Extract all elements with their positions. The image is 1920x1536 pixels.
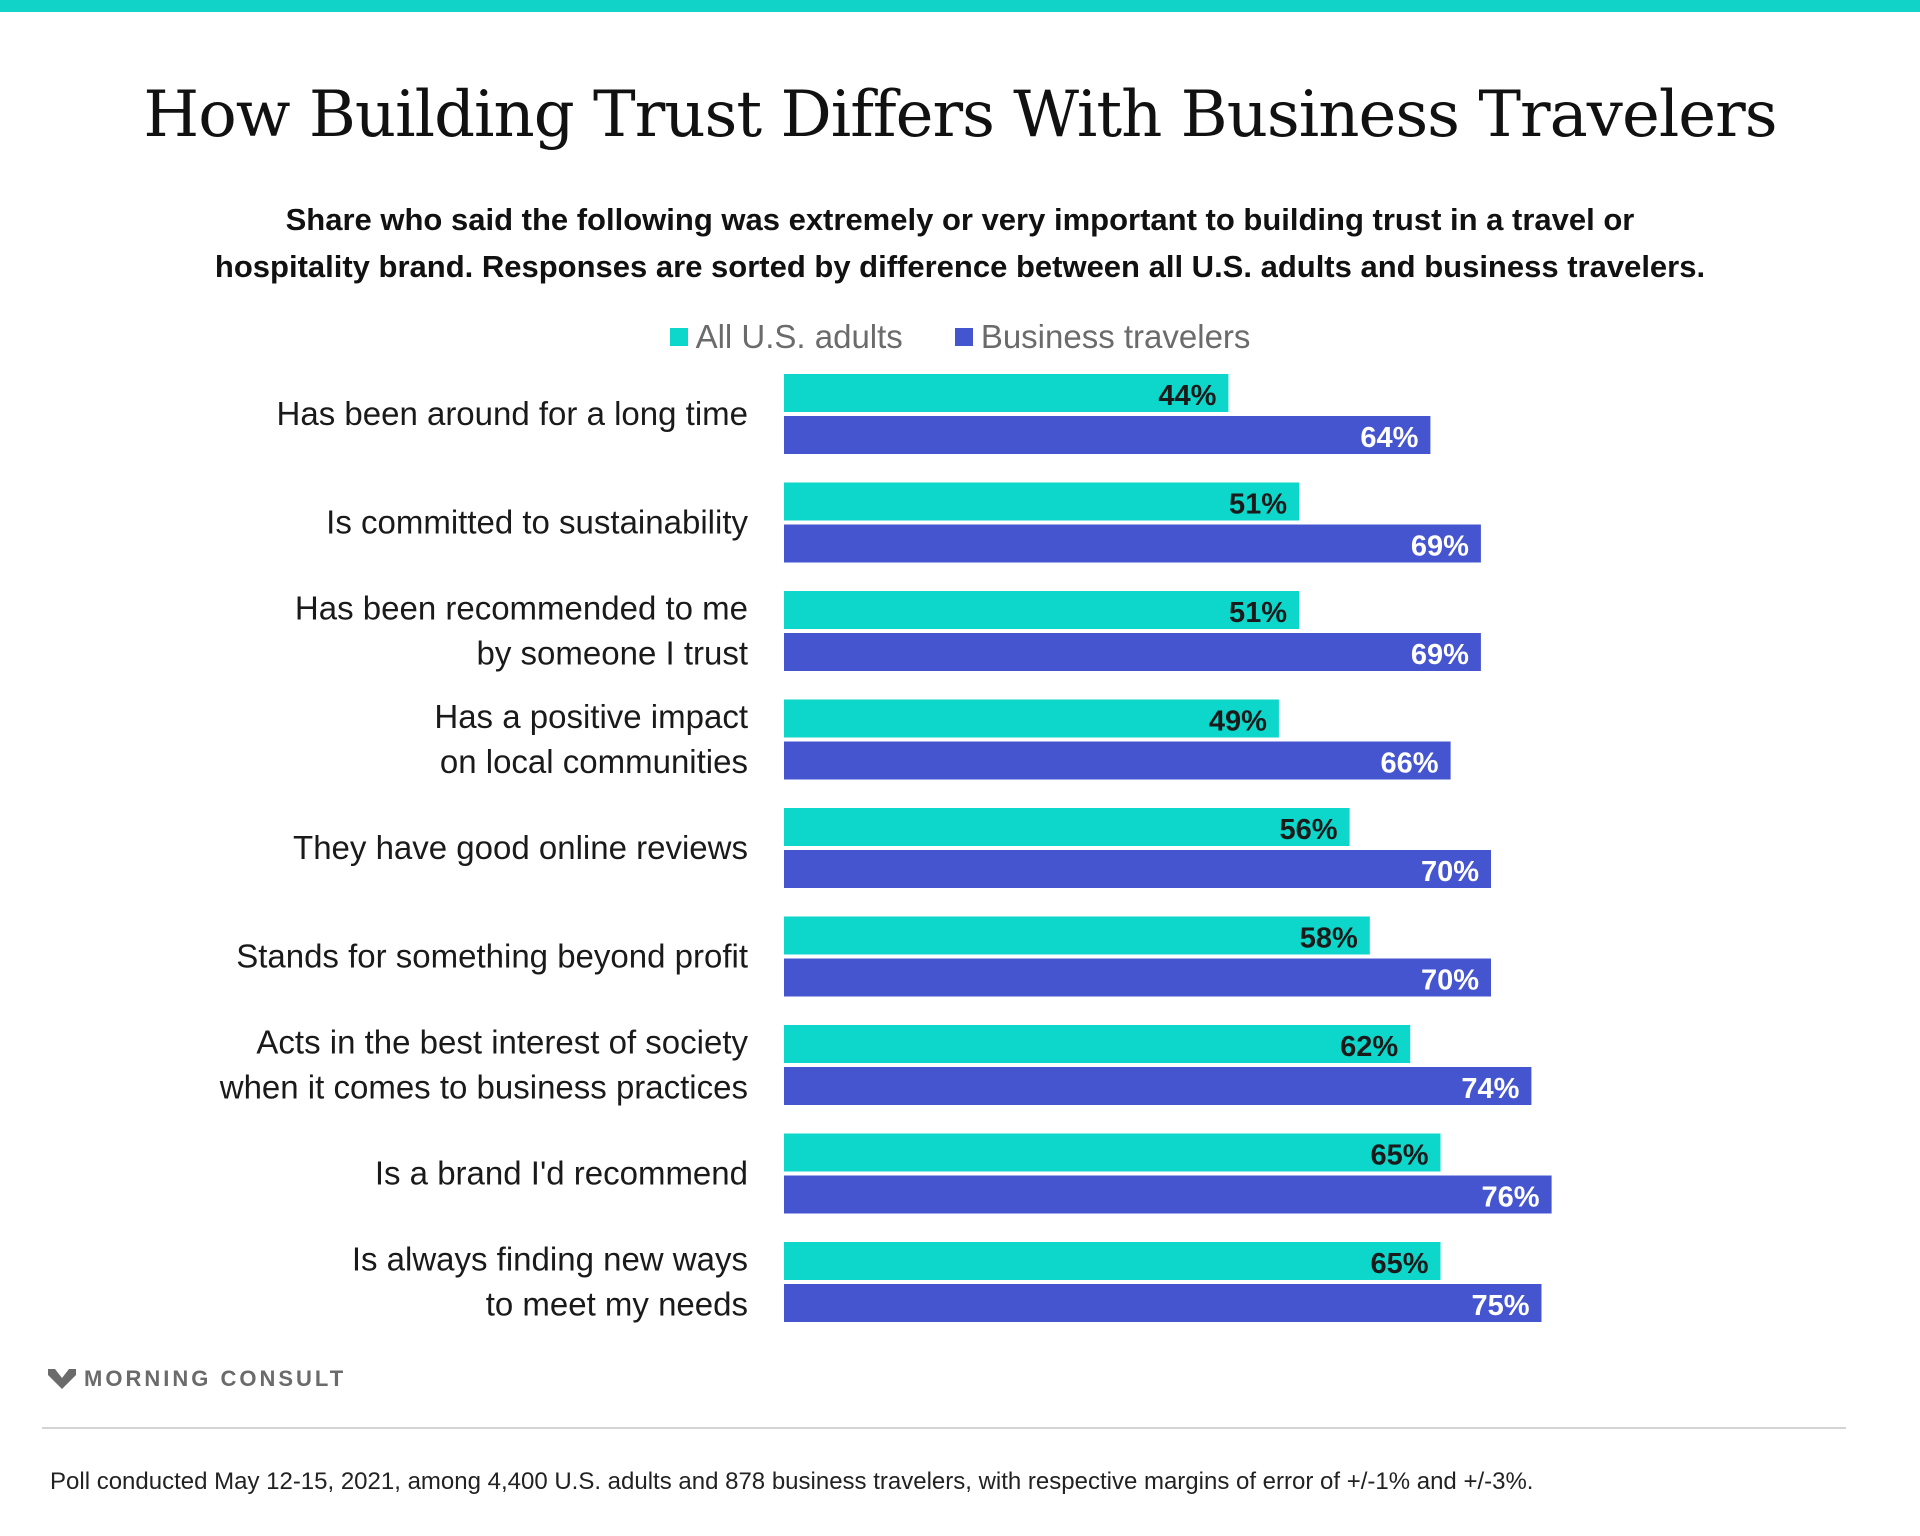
chevron-m-icon xyxy=(48,1369,76,1389)
footer-divider xyxy=(42,1427,1846,1429)
value-label-business: 69% xyxy=(1411,531,1469,563)
category-label: Is committed to sustainability xyxy=(326,504,748,541)
bar-adults xyxy=(784,374,1229,412)
bar-business xyxy=(784,1067,1532,1105)
bar-adults xyxy=(784,808,1350,846)
bar-business xyxy=(784,1284,1542,1322)
value-label-adults: 51% xyxy=(1229,489,1287,521)
category-label: Has been around for a long time xyxy=(277,395,748,432)
legend-label-adults: All U.S. adults xyxy=(695,318,903,355)
bar-adults xyxy=(784,591,1300,629)
legend-swatch-adults xyxy=(669,328,688,346)
value-label-business: 69% xyxy=(1411,639,1469,671)
bar-adults xyxy=(784,1242,1441,1280)
value-label-business: 74% xyxy=(1461,1073,1519,1105)
value-label-adults: 65% xyxy=(1370,1248,1428,1280)
bar-business xyxy=(784,524,1481,563)
legend-label-business: Business travelers xyxy=(980,318,1251,355)
value-label-adults: 58% xyxy=(1300,923,1358,955)
chart-subtitle: Share who said the following was extreme… xyxy=(60,196,1860,290)
category-label-line: They have good online reviews xyxy=(293,829,748,866)
bar-adults xyxy=(784,699,1279,738)
category-label: Stands for something beyond profit xyxy=(236,938,748,975)
logo-text: MORNING CONSULT xyxy=(84,1366,347,1391)
category-label-line: to meet my needs xyxy=(486,1286,748,1323)
category-label-line: when it comes to business practices xyxy=(219,1069,748,1106)
category-label-line: Has been recommended to me xyxy=(295,590,748,627)
bar-business xyxy=(784,741,1451,780)
footnote: Poll conducted May 12-15, 2021, among 4,… xyxy=(50,1468,1534,1495)
legend-item-adults: All U.S. adults xyxy=(669,318,903,356)
legend-item-business: Business travelers xyxy=(954,318,1251,356)
value-label-business: 76% xyxy=(1482,1182,1540,1214)
bar-adults xyxy=(784,1025,1411,1063)
bar-adults xyxy=(784,916,1370,955)
legend: All U.S. adults Business travelers xyxy=(0,318,1920,356)
bar-adults xyxy=(784,1133,1441,1172)
subtitle-line-2: hospitality brand. Responses are sorted … xyxy=(214,249,1706,284)
category-label: Acts in the best interest of society when… xyxy=(219,1024,749,1106)
value-label-business: 64% xyxy=(1360,422,1418,454)
category-label: Has been recommended to me by someone I t… xyxy=(295,590,748,672)
value-label-business: 75% xyxy=(1471,1290,1529,1322)
bar-business xyxy=(784,416,1431,454)
category-label-line: by someone I trust xyxy=(477,635,748,672)
value-label-adults: 49% xyxy=(1209,706,1267,738)
category-label: Is a brand I'd recommend xyxy=(375,1155,748,1192)
category-label-line: Has been around for a long time xyxy=(277,395,748,432)
value-label-business: 70% xyxy=(1421,856,1479,888)
legend-swatch-business xyxy=(954,328,973,346)
top-accent-bar xyxy=(0,0,1920,12)
category-label: They have good online reviews xyxy=(293,829,748,866)
category-label-line: Is committed to sustainability xyxy=(326,504,748,541)
morning-consult-logo: MORNING CONSULT xyxy=(48,1366,346,1392)
value-label-adults: 44% xyxy=(1158,380,1216,412)
bar-business xyxy=(784,633,1481,671)
bar-chart: Has been around for a long time 44% 64% Is … xyxy=(219,374,1552,1323)
category-label: Has a positive impact on local communitie… xyxy=(434,698,748,780)
value-label-adults: 51% xyxy=(1229,597,1287,629)
category-label-line: Has a positive impact xyxy=(434,698,748,735)
bar-business xyxy=(784,958,1491,997)
value-label-business: 66% xyxy=(1381,748,1439,780)
category-label-line: on local communities xyxy=(440,743,748,780)
chart-title: How Building Trust Differs With Business… xyxy=(143,78,1777,152)
category-label-line: Stands for something beyond profit xyxy=(236,938,748,975)
category-label-line: Acts in the best interest of society xyxy=(256,1024,748,1061)
bar-business xyxy=(784,850,1491,888)
category-label-line: Is a brand I'd recommend xyxy=(375,1155,748,1192)
value-label-adults: 56% xyxy=(1280,814,1338,846)
category-label-line: Is always finding new ways xyxy=(352,1241,748,1278)
value-label-business: 70% xyxy=(1421,965,1479,997)
category-label: Is always finding new ways to meet my nee… xyxy=(352,1241,748,1323)
bar-adults xyxy=(784,482,1300,521)
subtitle-line-1: Share who said the following was extreme… xyxy=(285,202,1635,237)
bar-business xyxy=(784,1175,1552,1214)
value-label-adults: 65% xyxy=(1370,1140,1428,1172)
value-label-adults: 62% xyxy=(1340,1031,1398,1063)
